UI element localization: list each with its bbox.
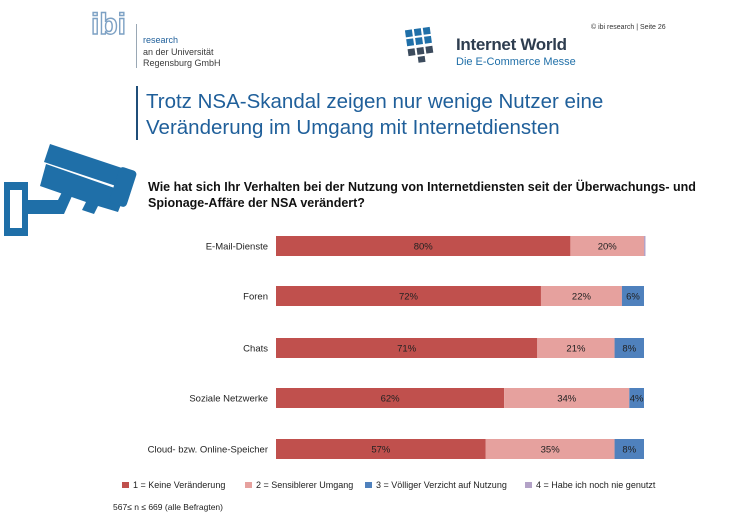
legend-label-4: 4 = Habe ich noch nie genutzt <box>536 480 656 490</box>
ibi-logo-text: ibi <box>91 8 126 41</box>
ibi-research-logo: ibi <box>90 7 126 41</box>
bar-value-label: 34% <box>557 394 577 405</box>
bar-segment-series-1 <box>276 236 571 256</box>
legend-item-4: 4 = Habe ich noch nie genutzt <box>525 480 655 490</box>
legend-item-1: 1 = Keine Veränderung <box>122 480 225 490</box>
legend-label-3: 3 = Völliger Verzicht auf Nutzung <box>376 480 507 490</box>
survey-question: Wie hat sich Ihr Verhalten bei der Nutzu… <box>148 180 696 210</box>
bar-segment-series-4 <box>644 236 646 256</box>
bar-segment-series-3 <box>621 286 644 306</box>
title-accent-bar <box>136 86 138 140</box>
legend-label-1: 1 = Keine Veränderung <box>133 480 226 490</box>
bar-segment-series-2 <box>485 439 615 459</box>
bar-value-label: 22% <box>572 292 592 303</box>
internet-world-title: Internet World <box>456 35 567 54</box>
copyright-page-number: © ibi research | Seite 26 <box>591 24 666 31</box>
ibi-line-company: Regensburg GmbH <box>143 58 221 68</box>
category-label: Cloud- bzw. Online-Speicher <box>148 445 268 456</box>
bar-value-label: 8% <box>622 445 636 456</box>
bar-segment-series-3 <box>614 439 644 459</box>
bar-segment-series-2 <box>504 388 630 408</box>
ibi-line-research: research <box>143 35 179 45</box>
slide-title-line-1: Trotz NSA-Skandal zeigen nur wenige Nutz… <box>146 90 604 113</box>
bar-value-label: 80% <box>414 242 434 253</box>
bar-value-label: 57% <box>371 445 391 456</box>
bar-segment-series-2 <box>570 236 644 256</box>
surveillance-camera-icon <box>4 144 137 236</box>
bar-value-label: 72% <box>399 292 419 303</box>
internet-world-logo-icon <box>404 26 434 63</box>
bar-value-label: 62% <box>381 394 401 405</box>
bar-value-label: 71% <box>397 344 417 355</box>
legend-label-2: 2 = Sensiblerer Umgang <box>256 480 354 490</box>
legend-item-3: 3 = Völliger Verzicht auf Nutzung <box>365 480 507 490</box>
category-label: Foren <box>243 292 268 303</box>
slide-title-line-2: Veränderung im Umgang mit Internetdienst… <box>146 116 560 139</box>
header-divider <box>136 24 137 68</box>
bar-segment-series-2 <box>537 338 615 358</box>
sample-size-footnote: 567≤ n ≤ 669 (alle Befragten) <box>113 502 223 512</box>
bar-segment-series-3 <box>614 338 644 358</box>
bar-segment-series-1 <box>276 388 505 408</box>
bar-value-label: 20% <box>598 242 618 253</box>
bar-segment-series-1 <box>276 439 486 459</box>
internet-world-subtitle: Die E-Commerce Messe <box>456 56 576 68</box>
category-label: Chats <box>243 344 268 355</box>
bar-segment-series-1 <box>276 338 538 358</box>
bar-value-label: 6% <box>626 292 640 303</box>
bar-segment-series-2 <box>540 286 622 306</box>
category-label: E-Mail-Dienste <box>206 242 268 253</box>
ibi-line-university: an der Universität <box>143 47 214 57</box>
bar-value-label: 4% <box>630 394 644 405</box>
legend-swatch-4 <box>525 482 532 488</box>
legend-swatch-3 <box>365 482 372 488</box>
bar-segment-series-3 <box>629 388 644 408</box>
bar-value-label: 35% <box>541 445 561 456</box>
bar-segment-series-1 <box>276 286 541 306</box>
legend-swatch-1 <box>122 482 129 488</box>
bar-value-label: 8% <box>622 344 636 355</box>
category-label: Soziale Netzwerke <box>189 394 268 405</box>
legend-swatch-2 <box>245 482 252 488</box>
bar-value-label: 21% <box>566 344 586 355</box>
legend-item-2: 2 = Sensiblerer Umgang <box>245 480 353 490</box>
